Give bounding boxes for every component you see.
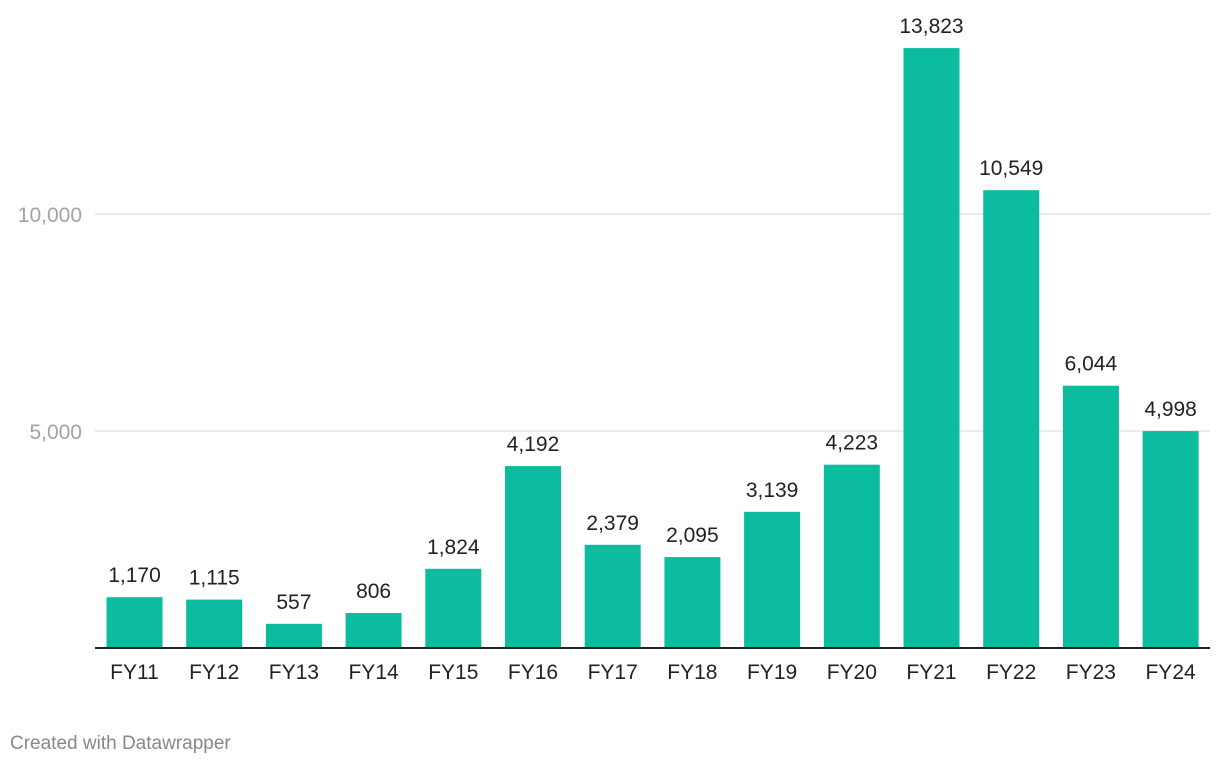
value-label-fy22: 10,549 <box>979 157 1043 180</box>
datawrapper-credit: Created with Datawrapper <box>10 733 231 754</box>
bar-fy11 <box>106 597 163 648</box>
bar-fy18 <box>664 557 721 648</box>
category-label-fy17: FY17 <box>588 661 638 684</box>
bar-fy21 <box>903 48 960 649</box>
y-tick-label: 5,000 <box>29 421 82 444</box>
category-label-fy20: FY20 <box>827 661 877 684</box>
bar-chart: 5,000 10,000 1,170 1,115 557 806 1,824 4,192 2,… <box>18 15 1210 684</box>
y-axis-tick-labels: 5,000 10,000 <box>18 204 82 444</box>
bar-fy20 <box>823 464 880 648</box>
value-label-fy13: 557 <box>276 591 311 614</box>
value-label-fy19: 3,139 <box>746 479 799 502</box>
category-label-fy22: FY22 <box>986 661 1036 684</box>
bar-fy14 <box>345 613 402 648</box>
value-label-fy15: 1,824 <box>427 536 480 559</box>
category-label-fy14: FY14 <box>348 661 399 684</box>
bar-fy17 <box>584 544 641 648</box>
category-label-fy23: FY23 <box>1066 661 1116 684</box>
bar-fy22 <box>983 190 1040 648</box>
value-label-fy11: 1,170 <box>108 564 161 587</box>
gridlines <box>95 213 1210 432</box>
x-axis-category-labels: FY11 FY12 FY13 FY14 FY15 FY16 FY17 FY18 FY19 FY20… <box>110 661 1196 684</box>
value-label-fy16: 4,192 <box>507 433 560 456</box>
category-label-fy12: FY12 <box>189 661 239 684</box>
bar-fy24 <box>1142 431 1199 648</box>
category-label-fy24: FY24 <box>1145 661 1196 684</box>
category-label-fy16: FY16 <box>508 661 558 684</box>
value-label-fy24: 4,998 <box>1144 398 1197 421</box>
category-label-fy13: FY13 <box>269 661 319 684</box>
value-labels: 1,170 1,115 557 806 1,824 4,192 2,379 2,095 3,13… <box>108 15 1197 614</box>
bar-fy13 <box>265 623 322 648</box>
category-label-fy18: FY18 <box>667 661 717 684</box>
value-label-fy18: 2,095 <box>666 524 719 547</box>
value-label-fy23: 6,044 <box>1065 353 1118 376</box>
bars <box>106 48 1199 649</box>
value-label-fy20: 4,223 <box>826 432 879 455</box>
category-label-fy15: FY15 <box>428 661 478 684</box>
bar-fy16 <box>505 466 561 648</box>
bar-fy19 <box>744 511 801 648</box>
category-label-fy21: FY21 <box>906 661 956 684</box>
bar-fy23 <box>1062 385 1119 648</box>
bar-fy15 <box>425 568 482 648</box>
category-label-fy11: FY11 <box>110 661 159 684</box>
value-label-fy14: 806 <box>356 580 391 603</box>
value-label-fy17: 2,379 <box>586 512 639 535</box>
category-label-fy19: FY19 <box>747 661 797 684</box>
bar-fy12 <box>186 599 243 648</box>
value-label-fy21: 13,823 <box>899 15 963 38</box>
y-tick-label: 10,000 <box>18 204 82 227</box>
value-label-fy12: 1,115 <box>189 567 240 590</box>
